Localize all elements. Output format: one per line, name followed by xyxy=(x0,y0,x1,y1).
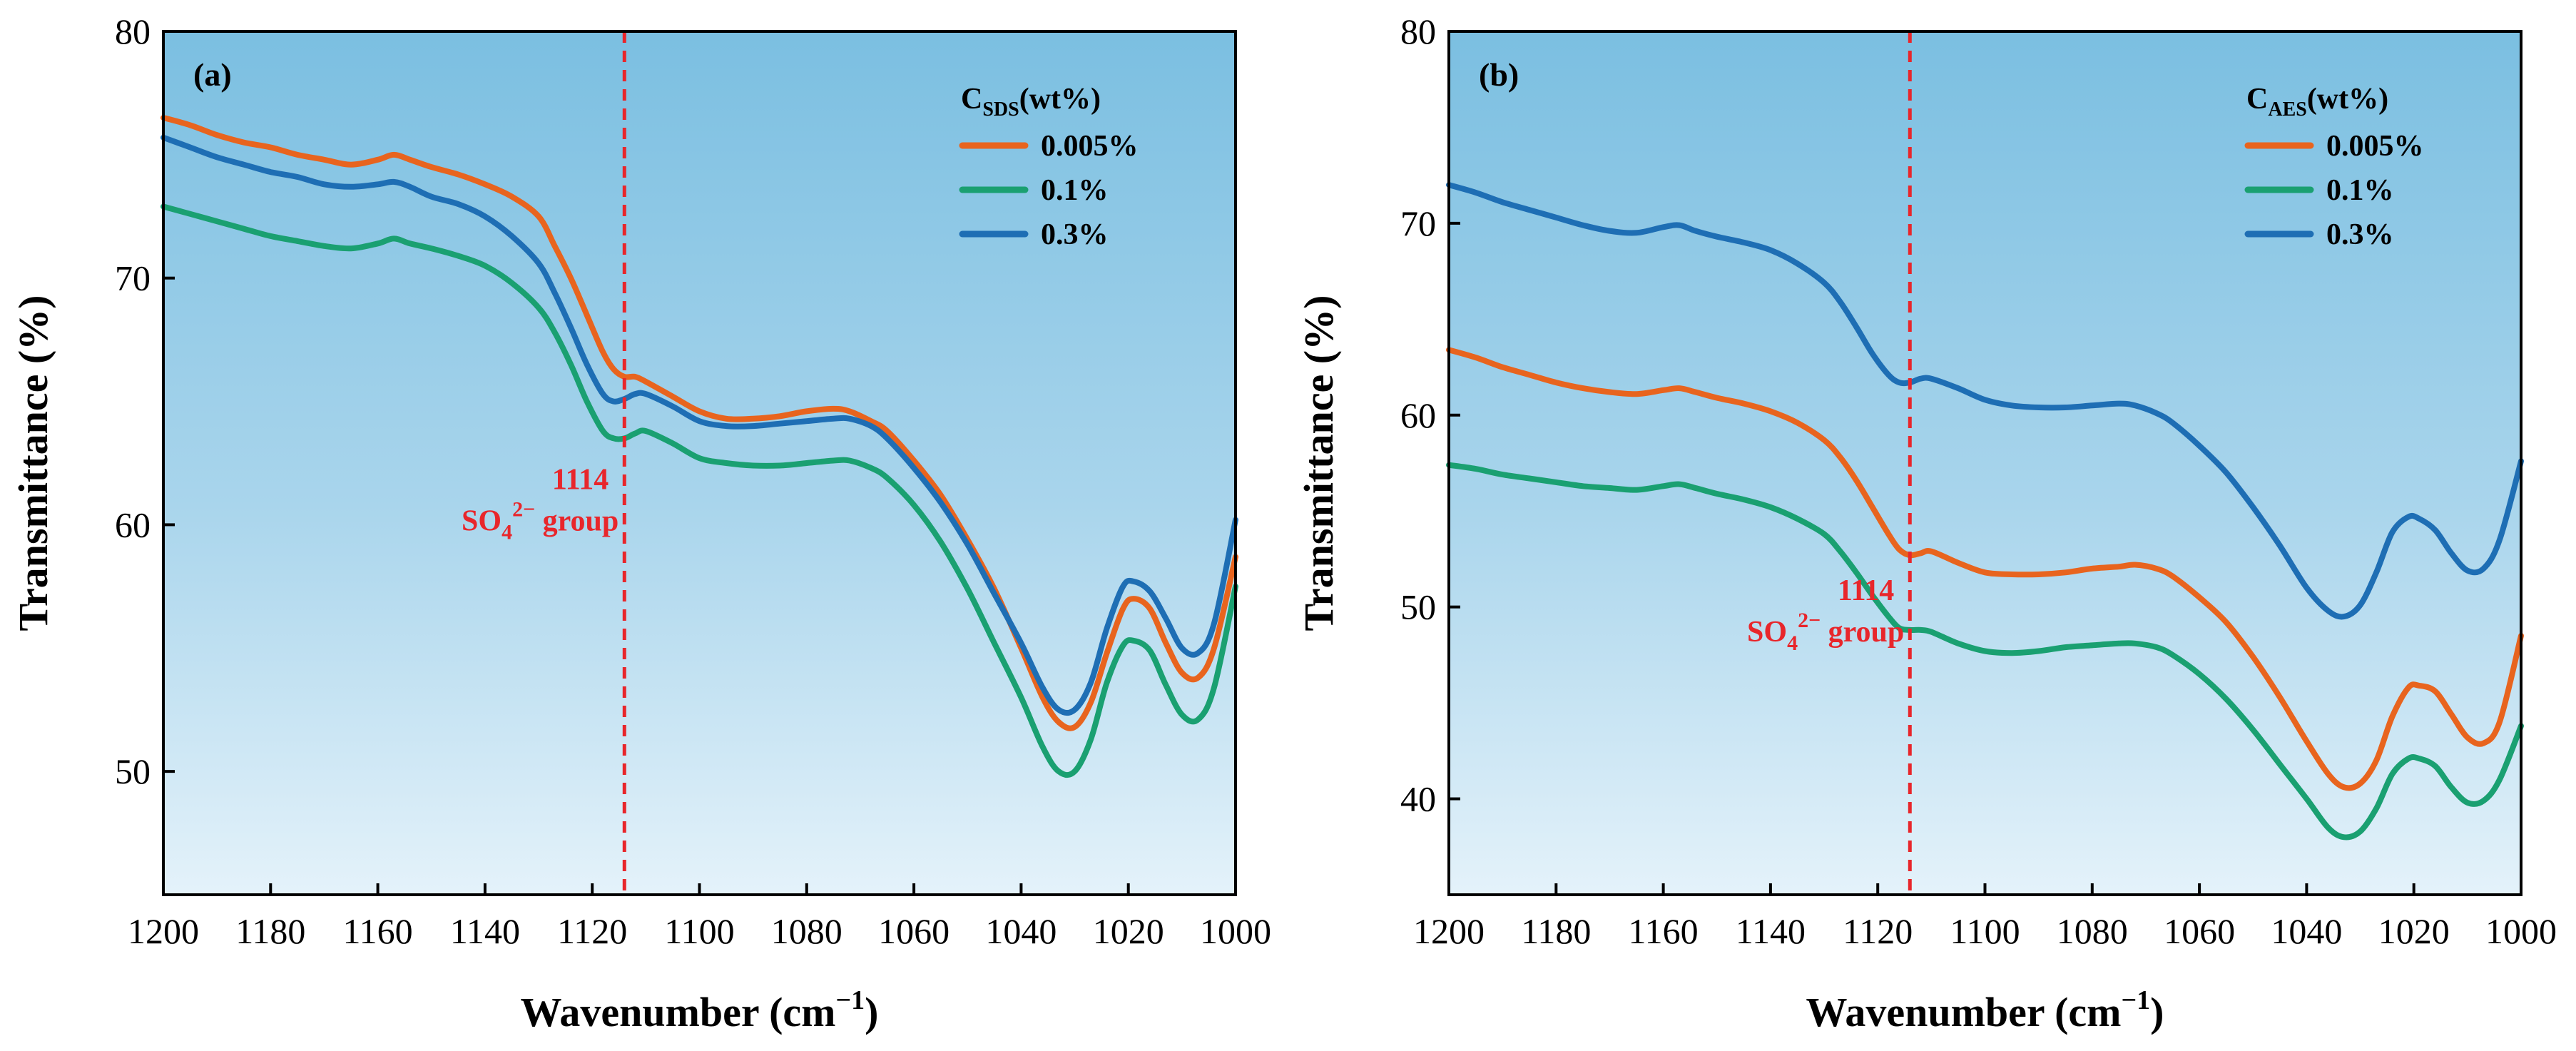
x-axis-title-superscript: −1 xyxy=(835,985,865,1015)
x-axis-title-superscript: −1 xyxy=(2121,985,2150,1015)
x-tick-label: 1180 xyxy=(1521,911,1591,951)
annotation-wavenumber: 1114 xyxy=(552,463,609,496)
x-tick-label: 1020 xyxy=(2378,911,2450,951)
x-tick-label: 1200 xyxy=(128,911,199,951)
legend-title-subscript: AES xyxy=(2268,98,2306,121)
legend-title-unit: (wt%) xyxy=(1019,83,1101,116)
x-tick-label: 1180 xyxy=(235,911,305,951)
y-tick-label: 50 xyxy=(115,751,151,791)
x-tick-label: 1120 xyxy=(557,911,627,951)
x-tick-label: 1020 xyxy=(1093,911,1164,951)
legend-title: CAES(wt%) xyxy=(2246,83,2388,121)
legend-title-main: C xyxy=(961,83,982,116)
annotation-so: SO xyxy=(1747,616,1787,649)
panel-label: (b) xyxy=(1479,56,1519,93)
annotation-superscript: 2− xyxy=(512,497,535,521)
x-tick-label: 1060 xyxy=(878,911,950,951)
y-tick-label: 70 xyxy=(115,258,151,298)
legend-label-0.005%: 0.005% xyxy=(2326,130,2424,163)
annotation-subscript: 4 xyxy=(1787,631,1798,655)
x-tick-label: 1060 xyxy=(2164,911,2235,951)
x-tick-label: 1040 xyxy=(2271,911,2342,951)
series-line-0.005% xyxy=(1446,347,2524,791)
legend-title-unit: (wt%) xyxy=(2307,83,2388,116)
series-line-0.3% xyxy=(161,134,1238,716)
annotation-wavenumber: 1114 xyxy=(1838,574,1894,607)
x-axis-title: Wavenumber (cm−1) xyxy=(1806,985,2164,1035)
x-tick-label: 1100 xyxy=(1950,911,2020,951)
annotation-so: SO xyxy=(462,504,502,537)
annotation-subscript: 4 xyxy=(502,520,512,544)
x-tick-label: 1140 xyxy=(450,911,520,951)
series-line-0.1% xyxy=(161,203,1238,778)
x-tick-label: 1000 xyxy=(1200,911,1271,951)
annotation-group-label: SO42− group xyxy=(1747,609,1904,655)
y-tick-label: 40 xyxy=(1400,779,1436,819)
x-tick-label: 1040 xyxy=(985,911,1057,951)
legend-label-0.1%: 0.1% xyxy=(1041,174,1109,207)
x-tick-label: 1100 xyxy=(664,911,734,951)
annotation-group-label: SO42− group xyxy=(462,497,618,544)
x-tick-label: 1160 xyxy=(343,911,413,951)
series-line-0.1% xyxy=(1446,462,2524,841)
y-tick-label: 80 xyxy=(115,11,151,51)
annotation-group-word: group xyxy=(535,504,618,537)
legend-label-0.005%: 0.005% xyxy=(1041,130,1139,163)
annotation-group-word: group xyxy=(1821,616,1904,649)
x-tick-label: 1160 xyxy=(1629,911,1699,951)
plot-background xyxy=(163,31,1236,895)
x-axis-title-main: Wavenumber (cm xyxy=(521,989,836,1035)
y-tick-label: 70 xyxy=(1400,203,1436,243)
series-line-0.005% xyxy=(161,115,1238,731)
legend-label-0.1%: 0.1% xyxy=(2326,174,2394,207)
legend-title: CSDS(wt%) xyxy=(961,83,1101,121)
plot-background xyxy=(1449,31,2521,895)
x-tick-label: 1080 xyxy=(771,911,842,951)
annotation-superscript: 2− xyxy=(1798,609,1821,632)
y-axis-title: Transmittance (%) xyxy=(1295,295,1342,631)
legend-label-0.3%: 0.3% xyxy=(1041,218,1109,251)
legend-label-0.3%: 0.3% xyxy=(2326,218,2394,251)
x-axis-title-close: ) xyxy=(2150,989,2164,1035)
y-tick-label: 60 xyxy=(1400,395,1436,435)
series-line-0.3% xyxy=(1446,182,2524,620)
legend-title-main: C xyxy=(2246,83,2268,116)
y-tick-label: 60 xyxy=(115,504,151,544)
x-tick-label: 1120 xyxy=(1843,911,1913,951)
x-tick-label: 1000 xyxy=(2485,911,2557,951)
panel-label: (a) xyxy=(193,56,232,93)
x-axis-title: Wavenumber (cm−1) xyxy=(521,985,879,1035)
y-tick-label: 50 xyxy=(1400,587,1436,627)
x-tick-label: 1200 xyxy=(1413,911,1485,951)
y-axis-title: Transmittance (%) xyxy=(10,295,56,631)
x-axis-title-main: Wavenumber (cm xyxy=(1806,989,2122,1035)
x-tick-label: 1080 xyxy=(2057,911,2128,951)
legend-title-subscript: SDS xyxy=(982,98,1019,121)
y-tick-label: 80 xyxy=(1400,11,1436,51)
x-tick-label: 1140 xyxy=(1736,911,1806,951)
x-axis-title-close: ) xyxy=(865,989,878,1035)
